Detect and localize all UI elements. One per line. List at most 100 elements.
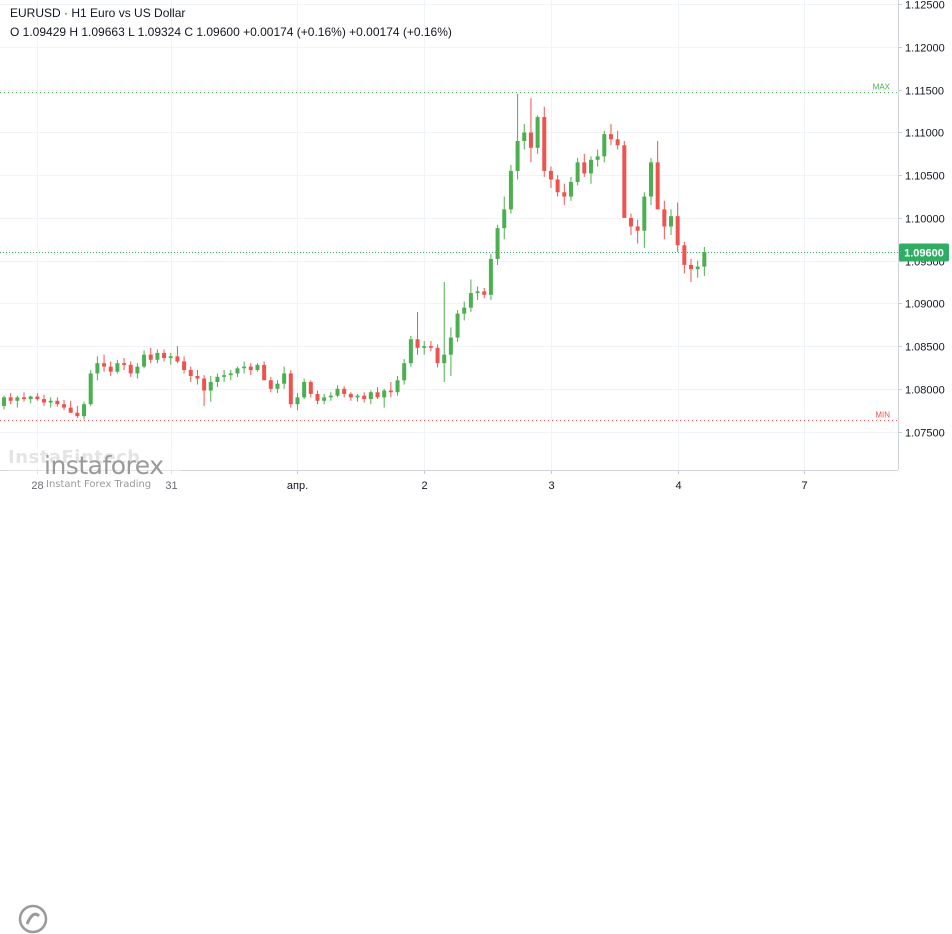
candle[interactable]: [395, 376, 400, 396]
candle[interactable]: [108, 361, 113, 376]
candle[interactable]: [362, 392, 367, 403]
candle[interactable]: [202, 375, 207, 406]
candle[interactable]: [75, 405, 80, 418]
candle[interactable]: [102, 354, 107, 372]
candle[interactable]: [669, 209, 673, 235]
candle[interactable]: [515, 94, 520, 180]
candle[interactable]: [195, 370, 200, 385]
candle[interactable]: [148, 347, 153, 364]
candle[interactable]: [275, 380, 280, 394]
candle[interactable]: [422, 340, 427, 355]
candle[interactable]: [282, 366, 287, 389]
candle[interactable]: [522, 123, 527, 150]
candle[interactable]: [415, 311, 420, 355]
candle[interactable]: [328, 392, 333, 401]
candle[interactable]: [555, 175, 560, 197]
candle[interactable]: [528, 98, 533, 163]
candle[interactable]: [22, 392, 27, 402]
candlestick-chart[interactable]: 1.075001.080001.085001.090001.095001.100…: [0, 0, 952, 494]
candle[interactable]: [355, 393, 360, 402]
candle[interactable]: [562, 183, 567, 206]
candle[interactable]: [682, 241, 687, 274]
candle[interactable]: [188, 366, 193, 382]
candle[interactable]: [122, 358, 127, 371]
candle[interactable]: [448, 327, 453, 376]
candle[interactable]: [308, 380, 313, 398]
candle[interactable]: [602, 130, 607, 163]
candle[interactable]: [462, 301, 467, 321]
candle[interactable]: [368, 390, 373, 405]
candle[interactable]: [8, 393, 13, 405]
candle[interactable]: [288, 370, 293, 408]
candle[interactable]: [482, 287, 487, 299]
chart-area[interactable]: 1.07500 1.08000 1.08500 1.09000 1.09500 1.100…: [0, 0, 952, 494]
candle[interactable]: [535, 115, 540, 154]
candle[interactable]: [428, 340, 433, 352]
candle[interactable]: [82, 401, 87, 420]
candle[interactable]: [115, 359, 120, 374]
candle[interactable]: [322, 393, 327, 405]
candle[interactable]: [135, 363, 140, 379]
candle[interactable]: [435, 344, 440, 368]
candle[interactable]: [622, 141, 627, 218]
candle[interactable]: [55, 397, 60, 407]
candle[interactable]: [408, 335, 413, 367]
candle[interactable]: [175, 346, 180, 364]
candle[interactable]: [222, 370, 227, 382]
candle[interactable]: [488, 253, 493, 300]
candle[interactable]: [155, 349, 160, 364]
candle[interactable]: [455, 310, 460, 342]
candle[interactable]: [68, 400, 73, 413]
candle[interactable]: [575, 158, 580, 186]
candle[interactable]: [15, 395, 20, 408]
candle[interactable]: [142, 350, 147, 369]
candle[interactable]: [615, 130, 620, 150]
candle[interactable]: [655, 141, 660, 210]
candle[interactable]: [442, 282, 447, 382]
candle[interactable]: [2, 395, 6, 410]
candle[interactable]: [388, 381, 393, 398]
candle[interactable]: [215, 373, 220, 388]
candle[interactable]: [35, 393, 40, 401]
candle[interactable]: [342, 386, 347, 398]
candle[interactable]: [689, 258, 694, 282]
candle[interactable]: [162, 349, 167, 362]
candle[interactable]: [208, 376, 213, 402]
candle[interactable]: [255, 363, 260, 372]
candle[interactable]: [335, 385, 340, 398]
candle[interactable]: [268, 376, 273, 393]
candle[interactable]: [648, 158, 653, 206]
candle[interactable]: [495, 224, 500, 265]
candle[interactable]: [662, 200, 667, 240]
candle[interactable]: [262, 361, 267, 381]
candle[interactable]: [235, 366, 240, 377]
candle[interactable]: [128, 361, 133, 377]
candle[interactable]: [315, 390, 320, 405]
candle[interactable]: [635, 219, 640, 244]
candle[interactable]: [695, 260, 700, 278]
candle[interactable]: [542, 106, 547, 177]
candle[interactable]: [375, 387, 380, 400]
candle[interactable]: [502, 196, 507, 240]
candle[interactable]: [402, 358, 407, 385]
candle[interactable]: [675, 202, 680, 253]
candle[interactable]: [595, 149, 600, 167]
candle[interactable]: [608, 123, 613, 146]
candle[interactable]: [348, 392, 353, 401]
candle[interactable]: [302, 378, 307, 400]
candle[interactable]: [168, 352, 173, 365]
candle[interactable]: [42, 394, 47, 406]
candle[interactable]: [582, 153, 587, 177]
candle[interactable]: [62, 399, 67, 411]
candle[interactable]: [88, 370, 93, 406]
candle[interactable]: [48, 397, 53, 408]
candle[interactable]: [242, 361, 247, 374]
candle[interactable]: [28, 395, 33, 404]
candle[interactable]: [568, 176, 573, 201]
candle[interactable]: [588, 156, 593, 184]
candle[interactable]: [508, 164, 513, 214]
candle[interactable]: [642, 192, 647, 248]
candle[interactable]: [382, 388, 387, 408]
candle[interactable]: [295, 393, 300, 411]
candle[interactable]: [182, 356, 187, 374]
